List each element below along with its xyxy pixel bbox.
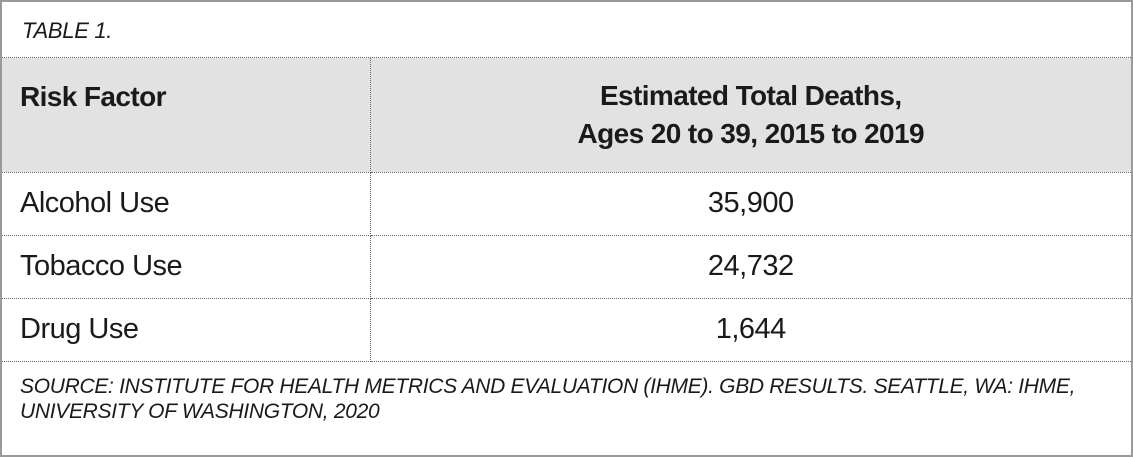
header-estimated-deaths: Estimated Total Deaths, Ages 20 to 39, 2…: [370, 58, 1131, 173]
source-note: SOURCE: INSTITUTE FOR HEALTH METRICS AND…: [2, 362, 1131, 424]
deaths-cell: 1,644: [370, 298, 1131, 362]
deaths-cell: 24,732: [370, 235, 1131, 299]
source-note-line2: UNIVERSITY OF WASHINGTON, 2020: [20, 399, 380, 423]
table-row: Drug Use 1,644: [2, 298, 1131, 362]
source-note-line1: SOURCE: INSTITUTE FOR HEALTH METRICS AND…: [20, 374, 1076, 398]
risk-factor-cell: Tobacco Use: [2, 235, 371, 299]
table-row: Tobacco Use 24,732: [2, 235, 1131, 299]
table-caption: TABLE 1.: [2, 2, 1131, 58]
risk-factor-cell: Drug Use: [2, 298, 371, 362]
deaths-cell: 35,900: [370, 172, 1131, 236]
header-estimated-deaths-line2: Ages 20 to 39, 2015 to 2019: [577, 117, 925, 149]
header-risk-factor: Risk Factor: [2, 58, 371, 173]
table-header-row: Risk Factor Estimated Total Deaths, Ages…: [2, 58, 1131, 173]
risk-factor-table: Risk Factor Estimated Total Deaths, Ages…: [2, 58, 1131, 362]
table-row: Alcohol Use 35,900: [2, 172, 1131, 236]
risk-factor-cell: Alcohol Use: [2, 172, 371, 236]
header-estimated-deaths-line1: Estimated Total Deaths,: [599, 79, 902, 111]
